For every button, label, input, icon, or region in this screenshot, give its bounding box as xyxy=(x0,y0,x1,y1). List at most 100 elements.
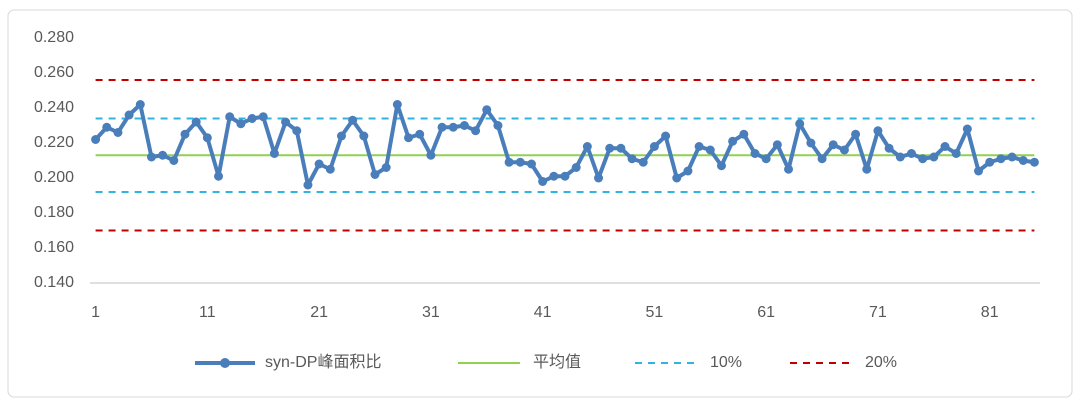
y-tick-label: 0.180 xyxy=(34,204,74,221)
x-tick-label: 61 xyxy=(757,304,775,321)
y-tick-label: 0.240 xyxy=(34,99,74,116)
data-point xyxy=(649,142,659,151)
data-point xyxy=(124,110,134,120)
data-point xyxy=(728,136,738,146)
data-point xyxy=(404,133,414,143)
data-point xyxy=(806,138,816,148)
data-point xyxy=(862,164,872,174)
data-point xyxy=(180,129,190,139)
data-point xyxy=(784,164,794,174)
data-point xyxy=(761,154,771,164)
legend-label: 10% xyxy=(710,354,742,371)
data-point xyxy=(672,173,682,183)
data-point xyxy=(962,124,972,134)
data-point xyxy=(638,157,648,167)
x-tick-label: 51 xyxy=(646,304,664,321)
data-point xyxy=(225,112,235,122)
data-point xyxy=(191,117,201,127)
legend-label: 20% xyxy=(865,354,897,371)
data-point xyxy=(471,126,481,136)
data-point xyxy=(493,121,503,130)
data-point xyxy=(1029,157,1039,167)
data-point xyxy=(951,149,961,158)
legend-label: 平均值 xyxy=(533,353,581,371)
data-point xyxy=(135,100,145,109)
data-point xyxy=(314,159,324,169)
data-point xyxy=(795,119,805,129)
data-point xyxy=(269,149,279,158)
data-point xyxy=(1018,156,1028,165)
data-point xyxy=(582,142,592,151)
y-tick-label: 0.160 xyxy=(34,239,74,256)
y-tick-label: 0.140 xyxy=(34,274,74,291)
data-point xyxy=(258,112,268,122)
data-point xyxy=(918,154,928,164)
data-point xyxy=(929,152,939,162)
data-point xyxy=(113,128,123,137)
x-tick-label: 31 xyxy=(422,304,440,321)
data-point xyxy=(158,150,168,160)
data-point xyxy=(381,163,391,172)
data-point xyxy=(683,166,693,176)
y-tick-label: 0.220 xyxy=(34,134,74,151)
data-point xyxy=(459,121,469,130)
data-point xyxy=(594,173,604,183)
chart-border xyxy=(7,9,1073,398)
data-point xyxy=(348,115,358,125)
data-point xyxy=(895,152,905,162)
data-point xyxy=(716,161,726,171)
data-point xyxy=(538,177,548,186)
x-tick-label: 81 xyxy=(981,304,999,321)
data-point xyxy=(974,166,984,176)
data-point xyxy=(515,157,525,167)
x-tick-label: 41 xyxy=(534,304,552,321)
data-point xyxy=(236,119,246,129)
data-point xyxy=(415,129,425,139)
data-point xyxy=(202,133,212,143)
legend-marker xyxy=(220,358,230,368)
data-point xyxy=(560,171,570,181)
data-point xyxy=(359,131,369,141)
data-point xyxy=(549,171,559,181)
data-point xyxy=(448,122,458,132)
data-point xyxy=(873,126,883,136)
x-tick-label: 71 xyxy=(869,304,887,321)
data-point xyxy=(504,157,514,167)
legend-label: syn-DP峰面积比 xyxy=(265,353,381,371)
data-point xyxy=(426,150,436,160)
x-tick-label: 11 xyxy=(199,304,216,321)
data-point xyxy=(817,154,827,164)
data-point xyxy=(303,180,313,190)
x-tick-label: 21 xyxy=(310,304,328,321)
data-point xyxy=(370,170,380,179)
data-point xyxy=(772,140,782,150)
data-point xyxy=(705,145,715,155)
data-point xyxy=(146,152,156,162)
data-point xyxy=(247,114,257,123)
data-point xyxy=(526,159,536,169)
data-point xyxy=(985,157,995,167)
data-point xyxy=(482,105,492,115)
data-point xyxy=(102,122,112,132)
data-point xyxy=(616,143,626,153)
data-point xyxy=(839,145,849,155)
data-point xyxy=(169,156,179,165)
y-tick-label: 0.260 xyxy=(34,64,74,81)
data-point xyxy=(292,126,302,136)
data-point xyxy=(906,149,916,158)
data-point xyxy=(91,135,101,144)
data-point xyxy=(851,129,861,139)
data-point xyxy=(336,131,346,141)
data-point xyxy=(1007,152,1017,162)
data-point xyxy=(214,171,224,181)
y-tick-label: 0.200 xyxy=(34,169,74,186)
data-point xyxy=(571,163,581,172)
data-point xyxy=(739,129,749,139)
data-point xyxy=(694,142,704,151)
data-point xyxy=(996,154,1006,164)
data-point xyxy=(392,100,402,109)
data-point xyxy=(750,149,760,158)
data-point xyxy=(940,142,950,151)
data-point xyxy=(884,143,894,153)
